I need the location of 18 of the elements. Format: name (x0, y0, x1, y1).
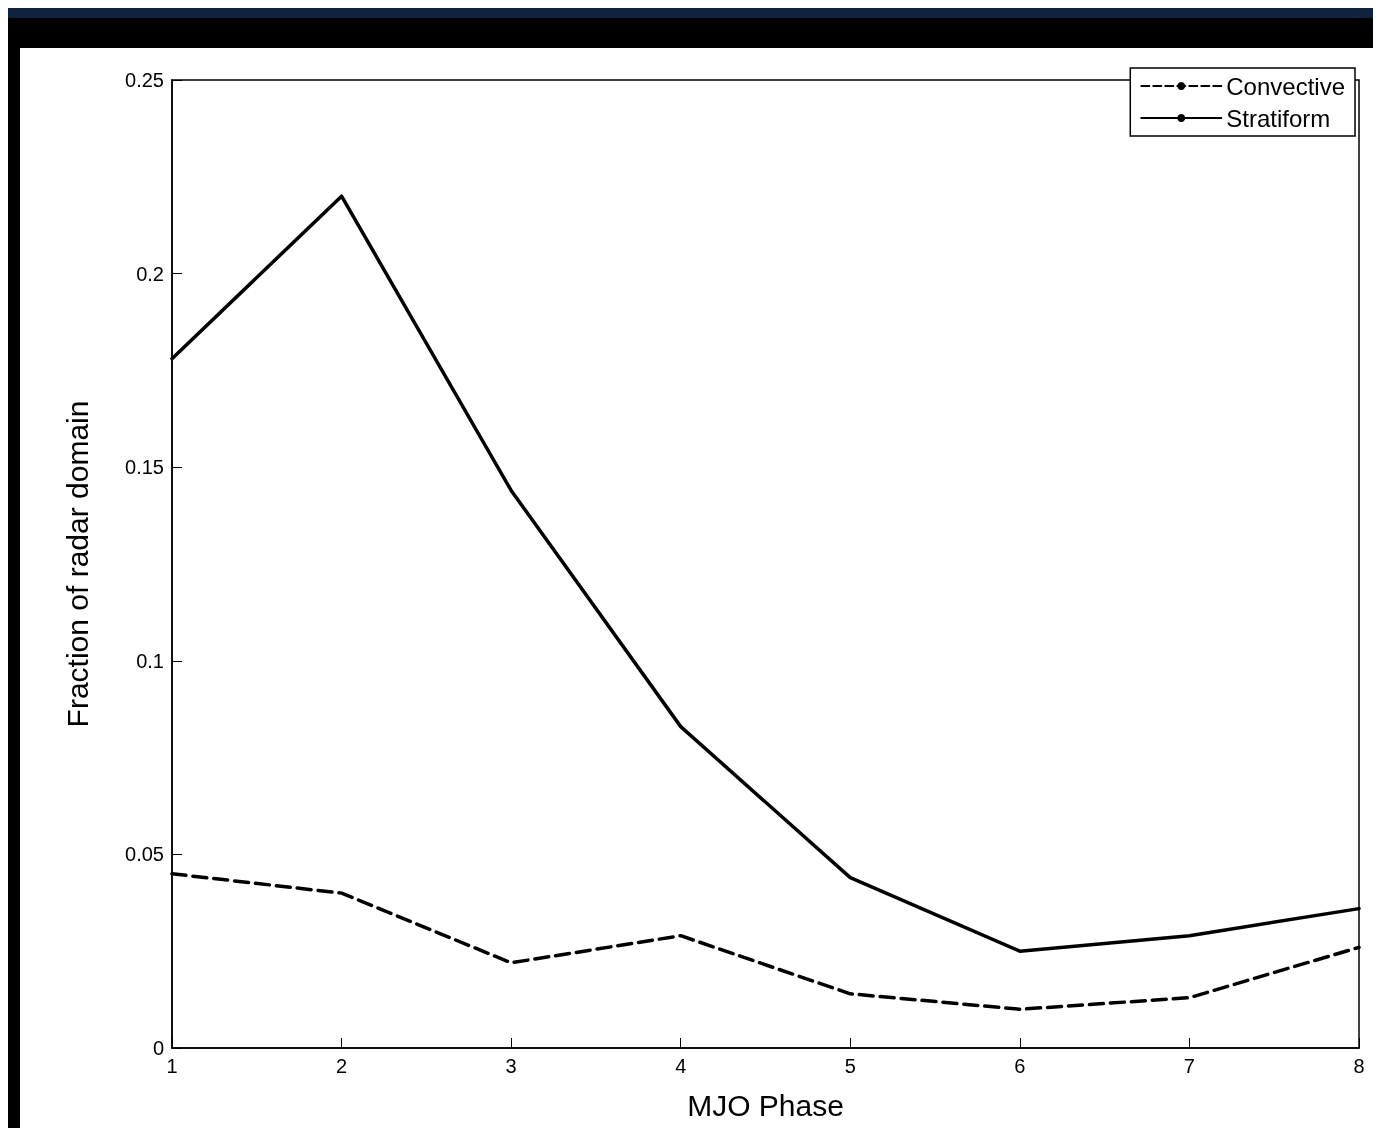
x-tick-label: 7 (1183, 1055, 1195, 1077)
legend-label: Stratiform (1226, 104, 1331, 132)
x-tick-label: 2 (336, 1055, 348, 1077)
y-tick-label: 0.2 (136, 262, 164, 285)
y-tick-label: 0.15 (125, 456, 164, 479)
x-tick-label: 6 (1014, 1055, 1026, 1077)
y-tick-label: 0.05 (125, 843, 164, 866)
legend-label: Convective (1226, 72, 1346, 100)
x-tick-label: 3 (505, 1055, 517, 1077)
y-tick-label: 0.25 (125, 69, 164, 91)
x-tick-label: 5 (844, 1055, 856, 1077)
x-tick-label: 1 (166, 1055, 178, 1077)
y-tick-label: 0.1 (136, 649, 164, 672)
x-tick-label: 8 (1353, 1055, 1365, 1077)
y-axis-title: Fraction of radar domain (60, 400, 94, 728)
y-tick-label: 0 (152, 1037, 164, 1059)
x-tick-label: 4 (675, 1055, 687, 1077)
x-axis-title: MJO Phase (687, 1088, 844, 1122)
